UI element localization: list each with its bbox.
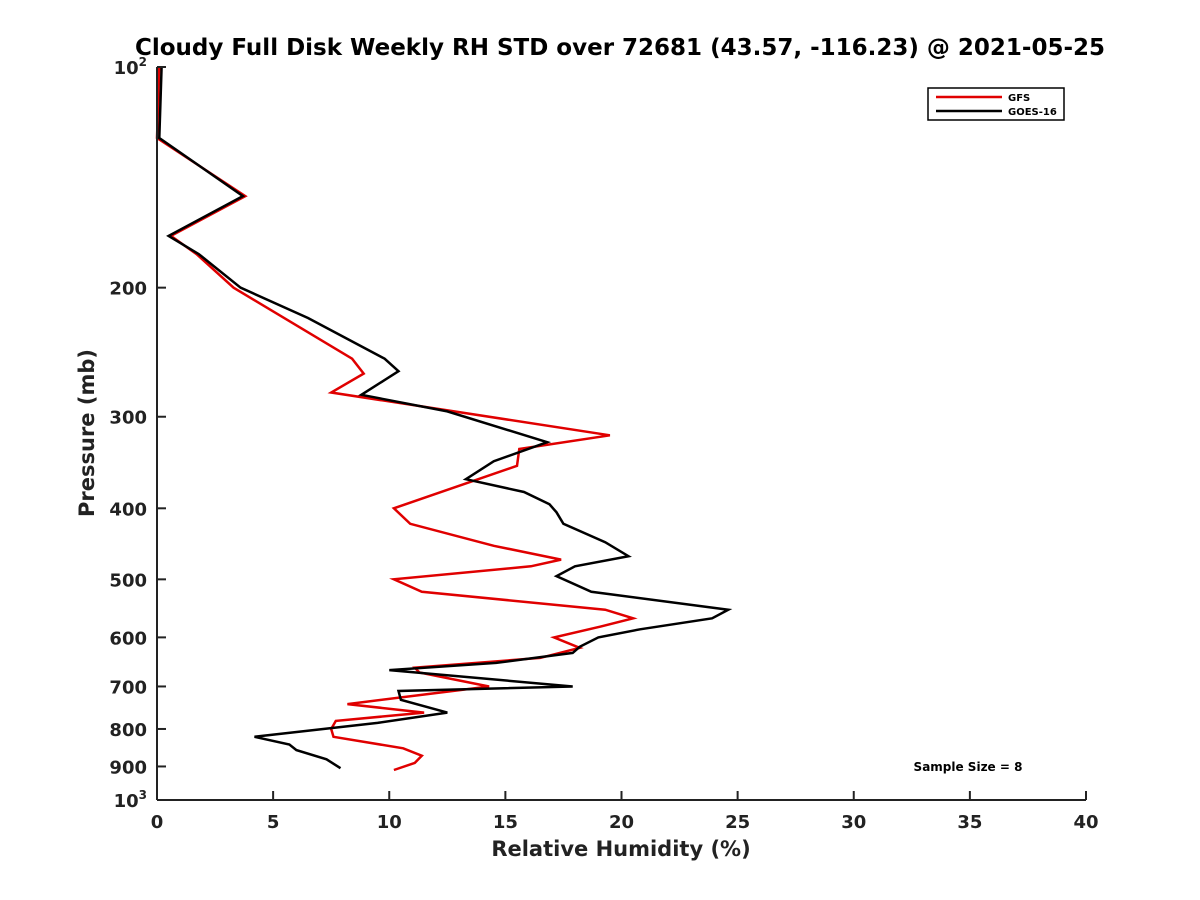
series-layer	[155, 66, 733, 772]
y-tick-label: 900	[109, 757, 147, 778]
y-tick-label: 600	[109, 628, 147, 649]
x-tick-label: 30	[841, 812, 866, 833]
x-tick-label: 35	[957, 812, 982, 833]
y-ticks: 102 200 300 400 500 600 700 800 900 103	[109, 55, 166, 812]
x-tick-label: 15	[493, 812, 518, 833]
x-tick-label: 40	[1073, 812, 1098, 833]
sample-size-annotation: Sample Size = 8	[914, 760, 1023, 774]
y-tick-label: 400	[109, 499, 147, 520]
y-tick-label: 700	[109, 677, 147, 698]
x-tick-label: 20	[609, 812, 634, 833]
series-line-gfs	[155, 66, 638, 772]
legend-label-goes-16: GOES-16	[1008, 107, 1057, 118]
y-axis-label: Pressure (mb)	[75, 349, 99, 517]
x-axis-label: Relative Humidity (%)	[491, 837, 750, 861]
x-tick-label: 0	[151, 812, 164, 833]
legend-label-gfs: GFS	[1008, 93, 1030, 104]
y-tick-label: 103	[114, 788, 147, 812]
y-tick-label: 300	[109, 408, 147, 429]
x-ticks: 0 5 10 15 20 25 30 35 40	[151, 791, 1099, 833]
legend: GFS GOES-16	[927, 87, 1065, 121]
chart-title: Cloudy Full Disk Weekly RH STD over 7268…	[135, 35, 1105, 61]
x-tick-label: 25	[725, 812, 750, 833]
plot-area	[155, 66, 1086, 800]
y-tick-label: 500	[109, 570, 147, 591]
plot-background	[157, 67, 1086, 800]
y-tick-label: 800	[109, 720, 147, 741]
legend-box	[927, 87, 1065, 121]
series-line-goes-16	[158, 66, 733, 770]
x-tick-label: 10	[377, 812, 402, 833]
x-tick-label: 5	[267, 812, 280, 833]
y-tick-label: 200	[109, 279, 147, 300]
y-tick-label: 102	[114, 55, 147, 79]
